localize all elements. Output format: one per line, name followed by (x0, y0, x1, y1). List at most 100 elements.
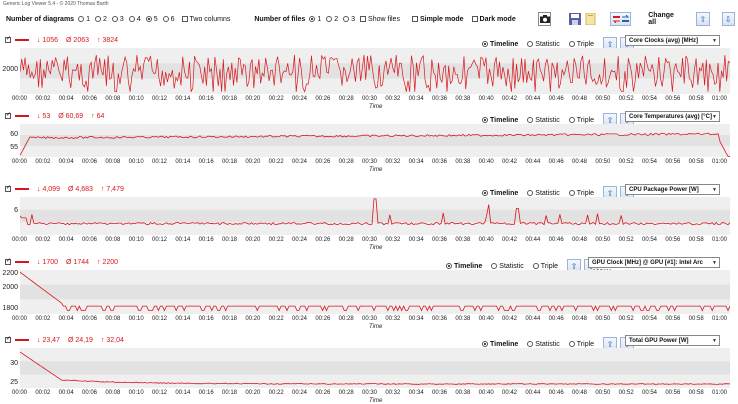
sensor-select[interactable]: Core Temperatures (avg) [°C] ▼ (625, 111, 720, 122)
radio-dot[interactable] (446, 263, 452, 269)
mode-radio-statistic[interactable]: Statistic (491, 263, 524, 270)
dark-mode-checkbox[interactable]: Dark mode (471, 16, 516, 23)
move-down-icon[interactable]: ⇩ (721, 12, 736, 26)
radio-dot[interactable] (482, 117, 488, 123)
radio-dot[interactable] (94, 16, 101, 22)
mode-radio-timeline[interactable]: Timeline (482, 41, 518, 48)
timeline-plot[interactable] (20, 124, 730, 157)
panel-enable-checkbox[interactable] (5, 335, 13, 343)
mode-label: Statistic (499, 262, 524, 270)
diagram-radio-6[interactable]: 6 (162, 16, 175, 23)
checkbox-box[interactable] (5, 35, 11, 43)
mode-radio-triple[interactable]: Triple (568, 117, 594, 124)
open-folder-icon[interactable] (584, 12, 597, 26)
x-tick-label: 00:16 (198, 316, 214, 322)
panel-enable-checkbox[interactable] (5, 184, 13, 192)
series-color-swatch[interactable] (15, 115, 29, 117)
radio-dot[interactable] (78, 16, 85, 22)
diagram-radio-5[interactable]: 5 (145, 16, 158, 23)
file-radio-1[interactable]: 1 (309, 16, 321, 23)
radio-dot[interactable] (568, 341, 575, 347)
show-files-checkbox[interactable]: Show files (360, 16, 400, 23)
checkbox-box[interactable] (5, 335, 11, 343)
x-tick-label: 00:52 (618, 390, 634, 396)
checkbox-box[interactable] (411, 16, 418, 22)
radio-dot[interactable] (568, 117, 575, 123)
mode-radio-timeline[interactable]: Timeline (482, 190, 518, 197)
mode-radio-triple[interactable]: Triple (568, 190, 594, 197)
checkbox-box[interactable] (5, 184, 11, 192)
diagram-radio-3[interactable]: 3 (111, 16, 124, 23)
camera-icon[interactable] (538, 12, 552, 26)
save-icon[interactable] (568, 12, 581, 26)
checkbox-box[interactable] (5, 257, 11, 265)
mode-radio-triple[interactable]: Triple (568, 340, 595, 348)
radio-dot[interactable] (527, 117, 534, 123)
radio-dot[interactable] (128, 16, 135, 22)
checkbox-box[interactable] (181, 16, 188, 22)
mode-radio-timeline[interactable]: Timeline (446, 263, 482, 270)
sensor-select[interactable]: GPU Clock [MHz] @ GPU [#1]: Intel Arc A3… (588, 257, 720, 276)
move-up-icon[interactable]: ⇧ (603, 37, 618, 51)
timeline-plot[interactable] (20, 270, 730, 314)
radio-dot[interactable] (482, 190, 488, 196)
simple-mode-checkbox[interactable]: Simple mode (411, 16, 464, 23)
radio-dot[interactable] (527, 341, 534, 347)
mode-radio-statistic[interactable]: Statistic (527, 341, 560, 348)
radio-dot[interactable] (532, 263, 539, 269)
diagram-radio-label: 2 (102, 15, 107, 23)
sensor-select[interactable]: Core Clocks (avg) [MHz] ▼ (625, 35, 720, 46)
file-radio-3[interactable]: 3 (343, 16, 355, 23)
series-color-swatch[interactable] (15, 39, 29, 41)
checkbox-box[interactable] (360, 16, 367, 22)
radio-dot[interactable] (309, 16, 316, 22)
timeline-plot[interactable] (20, 48, 730, 94)
x-tick-label: 00:06 (82, 390, 98, 396)
series-color-swatch[interactable] (15, 339, 29, 341)
mode-radio-timeline[interactable]: Timeline (482, 117, 518, 124)
mode-radio-statistic[interactable]: Statistic (527, 41, 560, 48)
radio-dot[interactable] (568, 41, 575, 47)
radio-dot[interactable] (111, 16, 118, 22)
mode-radio-triple[interactable]: Triple (532, 263, 558, 270)
swap-icon[interactable] (610, 12, 632, 26)
sensor-select-value: Core Temperatures (avg) [°C] (629, 114, 712, 120)
series-color-swatch[interactable] (15, 261, 29, 263)
radio-dot[interactable] (343, 16, 350, 22)
mode-radio-timeline[interactable]: Timeline (482, 341, 518, 348)
panel-enable-checkbox[interactable] (5, 35, 13, 43)
panel-enable-checkbox[interactable] (5, 111, 13, 119)
sensor-select[interactable]: Total GPU Power [W] ▼ (625, 335, 720, 346)
radio-dot[interactable] (482, 41, 488, 47)
radio-dot[interactable] (491, 263, 498, 269)
sensor-select[interactable]: CPU Package Power [W] ▼ (625, 184, 720, 195)
radio-dot[interactable] (527, 41, 534, 47)
radio-dot[interactable] (326, 16, 333, 22)
diagram-radio-2[interactable]: 2 (94, 15, 107, 23)
diagram-radio-1[interactable]: 1 (78, 16, 90, 23)
mode-label: Triple (576, 340, 595, 348)
x-tick-label: 00:46 (548, 96, 564, 102)
two-columns-checkbox[interactable]: Two columns (181, 16, 230, 23)
file-radio-2[interactable]: 2 (326, 16, 338, 23)
radio-dot[interactable] (162, 16, 169, 22)
radio-dot[interactable] (145, 16, 152, 22)
x-tick-label: 00:14 (175, 390, 191, 396)
diagram-radio-4[interactable]: 4 (128, 16, 141, 23)
radio-dot[interactable] (527, 190, 534, 196)
series-color-swatch[interactable] (15, 188, 29, 190)
x-tick-label: 00:10 (128, 159, 144, 165)
timeline-plot[interactable] (20, 348, 730, 388)
mode-radio-statistic[interactable]: Statistic (527, 117, 560, 124)
panel-enable-checkbox[interactable] (5, 257, 13, 265)
move-up-icon[interactable]: ⇧ (696, 12, 710, 26)
x-tick-label: 00:30 (362, 316, 378, 322)
mode-radio-triple[interactable]: Triple (568, 41, 594, 48)
checkbox-box[interactable] (5, 111, 11, 119)
y-tick-label: 60 (10, 130, 18, 138)
checkbox-box[interactable] (471, 16, 478, 22)
radio-dot[interactable] (482, 341, 488, 347)
timeline-plot[interactable] (20, 197, 730, 235)
radio-dot[interactable] (568, 190, 575, 196)
mode-radio-statistic[interactable]: Statistic (527, 190, 560, 197)
